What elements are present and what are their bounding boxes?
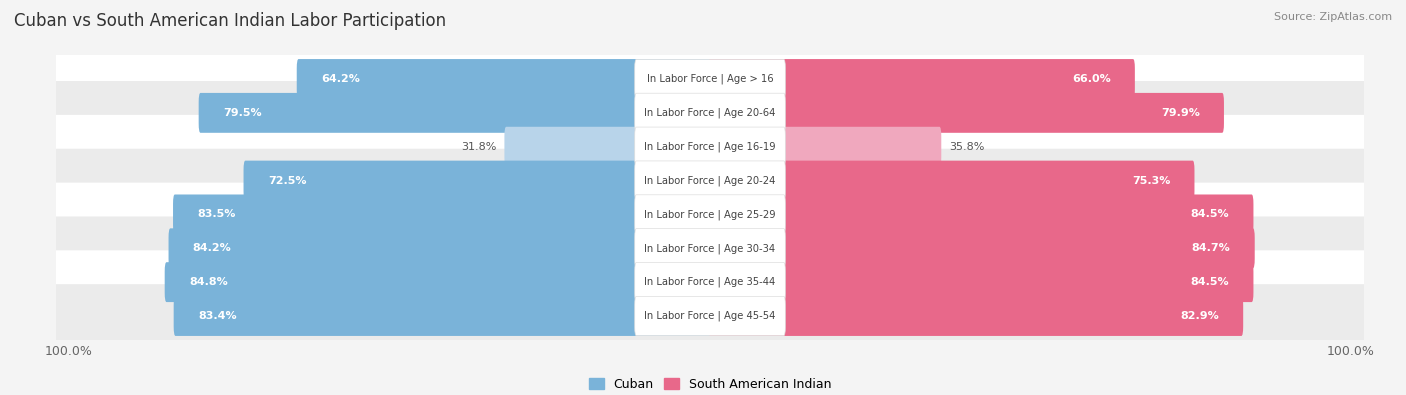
- FancyBboxPatch shape: [53, 149, 1367, 213]
- FancyBboxPatch shape: [634, 127, 786, 166]
- FancyBboxPatch shape: [709, 262, 1253, 302]
- Text: In Labor Force | Age 30-34: In Labor Force | Age 30-34: [644, 243, 776, 254]
- Text: 79.9%: 79.9%: [1161, 108, 1199, 118]
- FancyBboxPatch shape: [634, 263, 786, 302]
- FancyBboxPatch shape: [634, 229, 786, 268]
- Text: 64.2%: 64.2%: [321, 74, 360, 84]
- FancyBboxPatch shape: [243, 161, 711, 201]
- FancyBboxPatch shape: [505, 127, 711, 167]
- Legend: Cuban, South American Indian: Cuban, South American Indian: [583, 373, 837, 395]
- FancyBboxPatch shape: [165, 262, 711, 302]
- Text: 79.5%: 79.5%: [224, 108, 262, 118]
- FancyBboxPatch shape: [53, 182, 1367, 246]
- FancyBboxPatch shape: [634, 59, 786, 99]
- Text: In Labor Force | Age 20-24: In Labor Force | Age 20-24: [644, 175, 776, 186]
- FancyBboxPatch shape: [634, 195, 786, 234]
- FancyBboxPatch shape: [709, 127, 941, 167]
- FancyBboxPatch shape: [297, 59, 711, 99]
- FancyBboxPatch shape: [174, 296, 711, 336]
- FancyBboxPatch shape: [53, 250, 1367, 314]
- Text: 84.7%: 84.7%: [1192, 243, 1230, 253]
- Text: In Labor Force | Age 35-44: In Labor Force | Age 35-44: [644, 277, 776, 288]
- FancyBboxPatch shape: [634, 93, 786, 132]
- FancyBboxPatch shape: [53, 81, 1367, 145]
- Text: 84.8%: 84.8%: [188, 277, 228, 287]
- FancyBboxPatch shape: [53, 216, 1367, 280]
- FancyBboxPatch shape: [709, 161, 1195, 201]
- Text: 84.5%: 84.5%: [1191, 277, 1229, 287]
- Text: 31.8%: 31.8%: [461, 142, 496, 152]
- Text: 66.0%: 66.0%: [1071, 74, 1111, 84]
- FancyBboxPatch shape: [709, 59, 1135, 99]
- Text: 83.4%: 83.4%: [198, 311, 236, 321]
- Text: 84.2%: 84.2%: [193, 243, 232, 253]
- Text: Cuban vs South American Indian Labor Participation: Cuban vs South American Indian Labor Par…: [14, 12, 446, 30]
- FancyBboxPatch shape: [53, 115, 1367, 179]
- Text: In Labor Force | Age 20-64: In Labor Force | Age 20-64: [644, 107, 776, 118]
- Text: 82.9%: 82.9%: [1180, 311, 1219, 321]
- FancyBboxPatch shape: [53, 47, 1367, 111]
- FancyBboxPatch shape: [634, 161, 786, 200]
- Text: 84.5%: 84.5%: [1191, 209, 1229, 220]
- Text: Source: ZipAtlas.com: Source: ZipAtlas.com: [1274, 12, 1392, 22]
- FancyBboxPatch shape: [709, 228, 1254, 268]
- Text: In Labor Force | Age 25-29: In Labor Force | Age 25-29: [644, 209, 776, 220]
- Text: 72.5%: 72.5%: [267, 175, 307, 186]
- Text: In Labor Force | Age 16-19: In Labor Force | Age 16-19: [644, 141, 776, 152]
- Text: 75.3%: 75.3%: [1132, 175, 1170, 186]
- FancyBboxPatch shape: [169, 228, 711, 268]
- Text: 35.8%: 35.8%: [949, 142, 984, 152]
- FancyBboxPatch shape: [634, 296, 786, 336]
- FancyBboxPatch shape: [709, 93, 1225, 133]
- Text: In Labor Force | Age 45-54: In Labor Force | Age 45-54: [644, 311, 776, 321]
- FancyBboxPatch shape: [709, 296, 1243, 336]
- FancyBboxPatch shape: [709, 194, 1253, 234]
- Text: In Labor Force | Age > 16: In Labor Force | Age > 16: [647, 74, 773, 84]
- FancyBboxPatch shape: [198, 93, 711, 133]
- Text: 83.5%: 83.5%: [197, 209, 236, 220]
- FancyBboxPatch shape: [53, 284, 1367, 348]
- FancyBboxPatch shape: [173, 194, 711, 234]
